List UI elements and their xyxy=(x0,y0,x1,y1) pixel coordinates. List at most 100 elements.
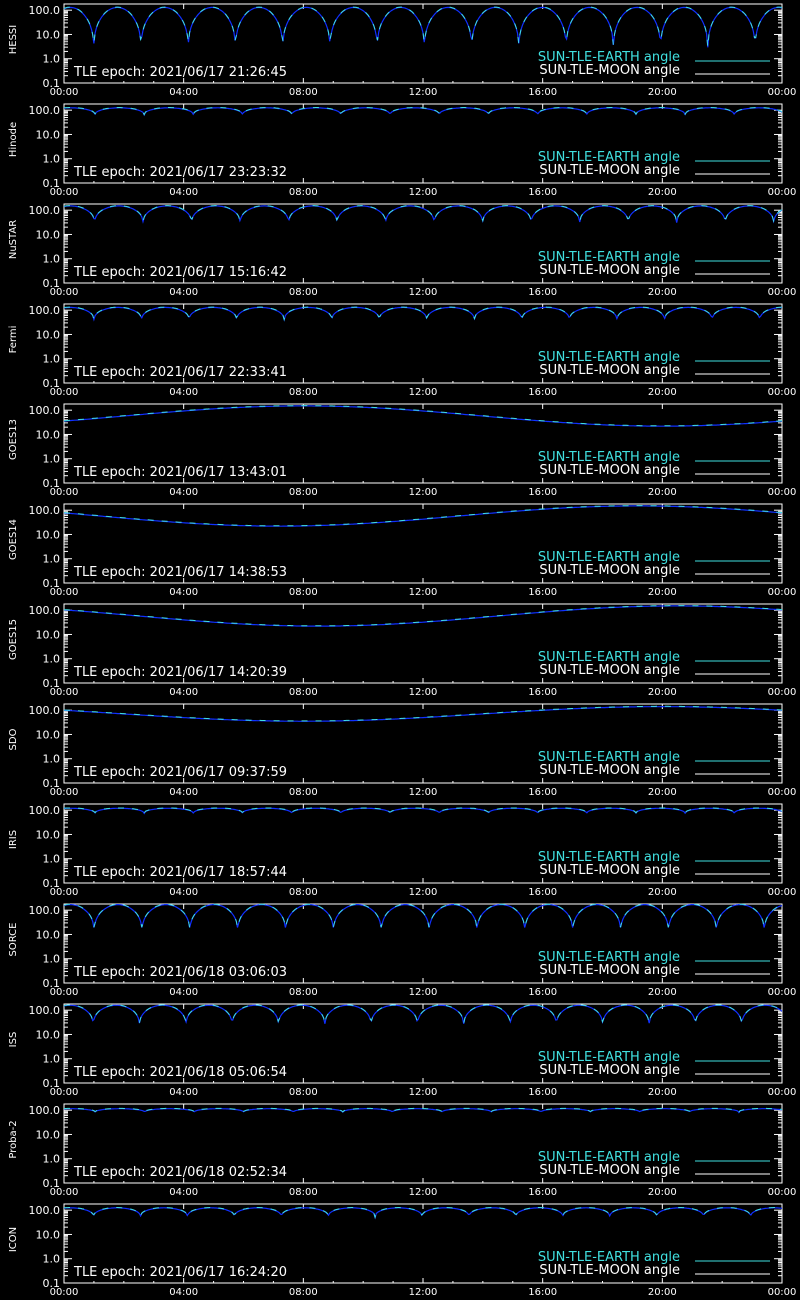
sun-tle-earth-line xyxy=(63,1004,783,1024)
x-tick-label: 04:00 xyxy=(169,187,198,198)
x-tick-label: 00:00 xyxy=(50,987,79,998)
y-tick-label: 100.0 xyxy=(29,1104,61,1117)
x-tick-label: 12:00 xyxy=(409,1187,438,1198)
y-tick-label: 10.0 xyxy=(36,828,61,841)
x-tick-label: 12:00 xyxy=(409,87,438,98)
x-tick-label: 08:00 xyxy=(289,887,318,898)
x-tick-label: 16:00 xyxy=(528,87,557,98)
x-tick-label: 20:00 xyxy=(648,687,677,698)
satellite-name: Hinode xyxy=(8,122,19,157)
x-tick-label: 16:00 xyxy=(528,1087,557,1098)
tle-epoch: TLE epoch: 2021/06/17 14:38:53 xyxy=(73,565,287,580)
x-tick-label: 00:00 xyxy=(768,1287,797,1298)
panel-goes14: 00:00 04:00 08:00 12:00 16:00 20:00 00:000.11.… xyxy=(8,503,797,598)
satellite-name: NuSTAR xyxy=(8,220,19,259)
sun-tle-moon-line xyxy=(63,605,783,627)
y-tick-label: 1.0 xyxy=(43,953,61,966)
satellite-name: HESSI xyxy=(8,25,19,54)
legend-moon-label: SUN-TLE-MOON angle xyxy=(539,163,680,178)
x-tick-label: 16:00 xyxy=(528,387,557,398)
x-tick-label: 00:00 xyxy=(768,1187,797,1198)
x-tick-label: 20:00 xyxy=(648,887,677,898)
x-tick-label: 00:00 xyxy=(768,187,797,198)
satellite-name: GOES15 xyxy=(8,619,19,660)
x-tick-label: 00:00 xyxy=(768,287,797,298)
legend-moon-label: SUN-TLE-MOON angle xyxy=(539,863,680,878)
x-tick-label: 08:00 xyxy=(289,687,318,698)
x-tick-label: 04:00 xyxy=(169,87,198,98)
legend-moon-label: SUN-TLE-MOON angle xyxy=(539,463,680,478)
x-tick-label: 04:00 xyxy=(169,1287,198,1298)
x-tick-label: 04:00 xyxy=(169,487,198,498)
x-tick-label: 04:00 xyxy=(169,987,198,998)
tle-epoch: TLE epoch: 2021/06/17 14:20:39 xyxy=(73,665,287,680)
x-tick-label: 04:00 xyxy=(169,787,198,798)
x-tick-label: 20:00 xyxy=(648,1187,677,1198)
panel-hessi: 00:00 04:00 08:00 12:00 16:00 20:00 00:000.11.… xyxy=(8,3,796,98)
panel-hinode: 00:00 04:00 08:00 12:00 16:00 20:00 00:000.11.… xyxy=(8,103,797,198)
sun-tle-earth-line xyxy=(63,205,783,224)
x-tick-label: 04:00 xyxy=(169,1187,198,1198)
y-tick-label: 1.0 xyxy=(43,853,61,866)
x-tick-label: 16:00 xyxy=(528,587,557,598)
x-tick-label: 16:00 xyxy=(528,887,557,898)
x-tick-label: 20:00 xyxy=(648,1087,677,1098)
satellite-name: SDO xyxy=(8,728,19,750)
x-tick-label: 08:00 xyxy=(289,487,318,498)
legend-moon-label: SUN-TLE-MOON angle xyxy=(539,663,680,678)
x-tick-label: 16:00 xyxy=(528,1187,557,1198)
legend-moon-label: SUN-TLE-MOON angle xyxy=(539,763,680,778)
legend-moon-label: SUN-TLE-MOON angle xyxy=(539,1063,680,1078)
legend-earth-label: SUN-TLE-EARTH angle xyxy=(538,250,680,265)
x-tick-label: 00:00 xyxy=(768,987,797,998)
y-tick-label: 10.0 xyxy=(36,728,61,741)
y-tick-label: 100.0 xyxy=(29,204,61,217)
satellite-name: Proba-2 xyxy=(8,1120,19,1158)
y-tick-label: 100.0 xyxy=(29,4,61,17)
x-tick-label: 00:00 xyxy=(768,387,797,398)
x-tick-label: 00:00 xyxy=(50,587,79,598)
y-tick-label: 100.0 xyxy=(29,104,61,117)
x-tick-label: 04:00 xyxy=(169,287,198,298)
y-tick-label: 100.0 xyxy=(29,804,61,817)
x-tick-label: 20:00 xyxy=(648,487,677,498)
x-tick-label: 08:00 xyxy=(289,87,318,98)
panel-sorce: 00:00 04:00 08:00 12:00 16:00 20:00 00:000.11.… xyxy=(8,903,797,998)
x-tick-label: 00:00 xyxy=(50,787,79,798)
x-tick-label: 20:00 xyxy=(648,787,677,798)
x-tick-label: 16:00 xyxy=(528,187,557,198)
panel-iris: 00:00 04:00 08:00 12:00 16:00 20:00 00:000.11.… xyxy=(8,803,796,898)
x-tick-label: 04:00 xyxy=(169,387,198,398)
x-tick-label: 08:00 xyxy=(289,387,318,398)
y-tick-label: 10.0 xyxy=(36,28,61,41)
x-tick-label: 20:00 xyxy=(648,1287,677,1298)
y-tick-label: 1.0 xyxy=(43,1053,61,1066)
x-tick-label: 00:00 xyxy=(50,487,79,498)
y-tick-label: 100.0 xyxy=(29,904,61,917)
panel-goes15: 00:00 04:00 08:00 12:00 16:00 20:00 00:000.11.… xyxy=(8,603,796,698)
y-tick-label: 1.0 xyxy=(43,1253,61,1266)
x-tick-label: 00:00 xyxy=(50,387,79,398)
y-tick-label: 1.0 xyxy=(43,153,61,166)
legend-earth-label: SUN-TLE-EARTH angle xyxy=(538,750,680,765)
legend-moon-label: SUN-TLE-MOON angle xyxy=(539,263,680,278)
y-tick-label: 10.0 xyxy=(36,528,61,541)
legend-earth-label: SUN-TLE-EARTH angle xyxy=(538,550,680,565)
y-tick-label: 100.0 xyxy=(29,304,61,317)
legend-moon-label: SUN-TLE-MOON angle xyxy=(539,563,680,578)
x-tick-label: 20:00 xyxy=(648,187,677,198)
y-tick-label: 10.0 xyxy=(36,1128,61,1141)
tle-epoch: TLE epoch: 2021/06/17 23:23:32 xyxy=(73,165,287,180)
tle-epoch: TLE epoch: 2021/06/17 22:33:41 xyxy=(73,365,287,380)
x-tick-label: 20:00 xyxy=(648,587,677,598)
panel-nustar: 00:00 04:00 08:00 12:00 16:00 20:00 00:000.11.… xyxy=(8,203,797,298)
y-tick-label: 0.1 xyxy=(43,877,61,890)
sun-tle-earth-line xyxy=(64,807,783,815)
x-tick-label: 00:00 xyxy=(768,587,797,598)
y-tick-label: 10.0 xyxy=(36,428,61,441)
y-tick-label: 10.0 xyxy=(36,928,61,941)
y-tick-label: 0.1 xyxy=(43,177,61,190)
legend-moon-label: SUN-TLE-MOON angle xyxy=(539,363,680,378)
x-tick-label: 08:00 xyxy=(289,587,318,598)
